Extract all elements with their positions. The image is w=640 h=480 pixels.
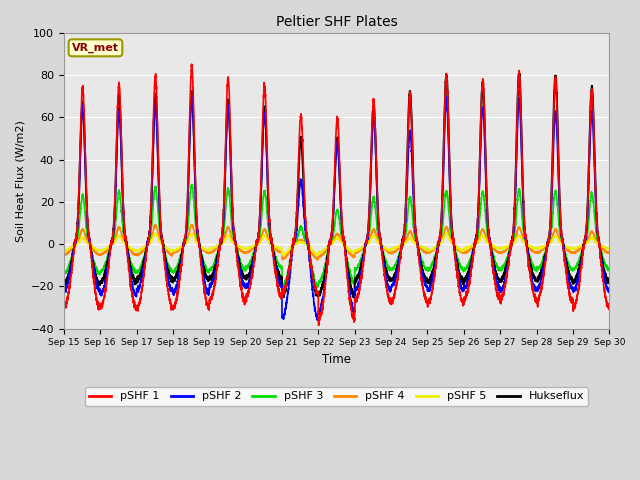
Text: VR_met: VR_met	[72, 43, 119, 53]
Y-axis label: Soil Heat Flux (W/m2): Soil Heat Flux (W/m2)	[15, 120, 25, 242]
Legend: pSHF 1, pSHF 2, pSHF 3, pSHF 4, pSHF 5, Hukseflux: pSHF 1, pSHF 2, pSHF 3, pSHF 4, pSHF 5, …	[84, 387, 588, 406]
Title: Peltier SHF Plates: Peltier SHF Plates	[276, 15, 397, 29]
X-axis label: Time: Time	[322, 353, 351, 366]
